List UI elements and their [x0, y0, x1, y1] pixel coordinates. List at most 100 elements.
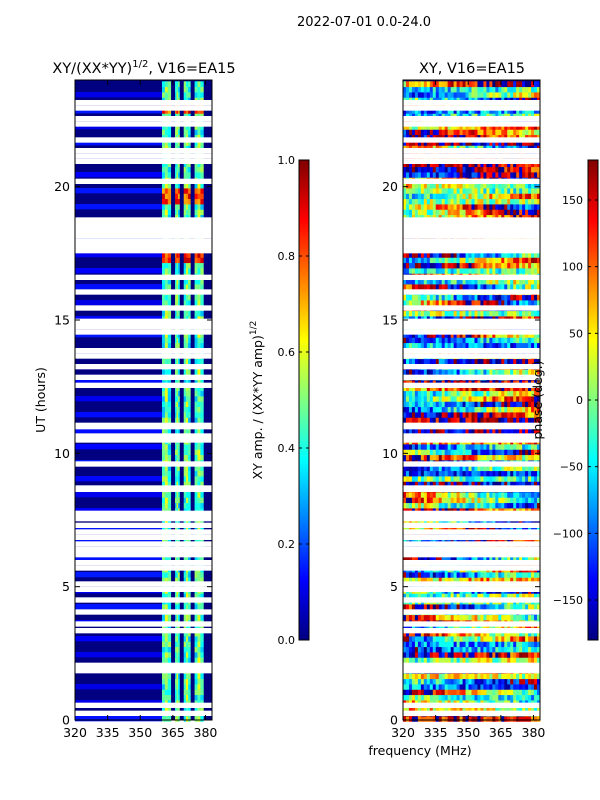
phase-cell: [477, 342, 481, 349]
phase-title: XY, V16=EA15: [419, 61, 525, 77]
phase-cell: [507, 417, 511, 424]
phase-cell: [537, 481, 541, 488]
amplitude-cell: [177, 204, 180, 210]
amplitude-cell: [176, 332, 179, 338]
phase-cell: [405, 593, 410, 600]
amplitude-cell: [197, 678, 201, 685]
phase-cell: [456, 689, 460, 696]
phase-cell: [492, 454, 496, 461]
phase-cell: [477, 502, 481, 509]
phase-cell: [477, 369, 481, 376]
phase-cell: [405, 332, 410, 338]
phase-cell: [420, 358, 425, 365]
phase-cell: [450, 417, 455, 424]
phase-cell: [405, 652, 410, 658]
phase-cell: [450, 689, 455, 696]
phase-cell: [471, 705, 475, 712]
phase-cell: [438, 492, 443, 498]
amplitude-cell: [185, 294, 189, 301]
amplitude-cell: [167, 630, 172, 637]
phase-cell: [408, 390, 413, 397]
amplitude-cell: [175, 630, 177, 637]
amplitude-cell: [175, 129, 177, 136]
phase-cell: [403, 614, 407, 621]
amplitude-cell: [175, 652, 177, 658]
phase-cell: [519, 406, 523, 413]
phase-cell: [450, 401, 455, 408]
amplitude-cell: [164, 198, 169, 205]
phase-cell: [501, 646, 505, 653]
phase-cell: [468, 556, 472, 562]
phase-cell: [516, 646, 520, 653]
phase-cell: [531, 428, 535, 434]
phase-cell: [483, 342, 487, 349]
phase-cell: [414, 454, 419, 461]
amplitude-cell: [177, 294, 180, 301]
phase-cell: [405, 673, 410, 680]
phase-cell: [441, 369, 446, 376]
phase-cell: [474, 481, 478, 488]
amplitude-cell: [161, 689, 166, 696]
phase-cell: [417, 342, 422, 349]
phase-cell: [465, 556, 469, 562]
amplitude-cell: [161, 641, 166, 648]
phase-cell: [435, 689, 440, 696]
amplitude-cell: [188, 294, 191, 301]
amplitude-cell: [185, 262, 189, 269]
phase-cell: [513, 358, 517, 365]
phase-cell: [465, 470, 469, 477]
phase-cell: [417, 417, 422, 424]
phase-cell: [408, 577, 413, 584]
phase-cell: [435, 417, 440, 424]
amplitude-cell: [194, 188, 198, 194]
amplitude-cell: [167, 188, 172, 194]
phase-cell: [477, 497, 481, 504]
ut-axis-label: UT (hours): [33, 367, 48, 433]
phase-cell: [444, 401, 449, 408]
phase-cell: [414, 358, 419, 365]
phase-cell: [504, 705, 508, 712]
phase-cell: [477, 454, 481, 461]
phase-cell: [438, 396, 443, 402]
phase-cell: [489, 694, 493, 701]
phase-cell: [528, 641, 532, 648]
phase-cell: [456, 652, 460, 658]
phase-cell: [504, 556, 508, 562]
phase-cell: [474, 694, 478, 701]
amplitude-cell: [167, 166, 172, 173]
phase-cell: [441, 337, 446, 344]
amplitude-cell: [161, 593, 166, 600]
phase-cell: [531, 684, 535, 690]
amplitude-cell: [161, 476, 166, 482]
amplitude-cell: [185, 428, 189, 434]
amplitude-cell: [188, 497, 191, 504]
amplitude-cell: [188, 161, 191, 168]
phase-cell: [453, 716, 458, 722]
phase-cell: [432, 678, 437, 685]
amplitude-cell: [176, 444, 179, 450]
phase-cell: [429, 593, 434, 600]
phase-cell: [495, 652, 499, 658]
amplitude-cell: [194, 470, 198, 477]
phase-cell: [501, 694, 505, 701]
phase-cell: [444, 492, 449, 498]
phase-cell: [483, 465, 487, 472]
phase-cell: [507, 604, 511, 610]
phase-cell: [405, 337, 410, 344]
amplitude-cell: [197, 268, 201, 274]
phase-cell: [525, 417, 529, 424]
phase-cell: [403, 492, 407, 498]
phase-cell: [420, 390, 425, 397]
amplitude-cell: [177, 182, 180, 189]
phase-cell: [516, 614, 520, 621]
phase-cell: [459, 390, 463, 397]
phase-cell: [531, 556, 535, 562]
amplitude-cell: [185, 182, 189, 189]
amplitude-cell: [197, 161, 201, 168]
phase-cell: [495, 470, 499, 477]
phase-cell: [453, 454, 458, 461]
amplitude-cell: [164, 454, 169, 461]
phase-cell: [465, 641, 469, 648]
phase-cell: [501, 470, 505, 477]
phase-cell: [450, 572, 455, 578]
